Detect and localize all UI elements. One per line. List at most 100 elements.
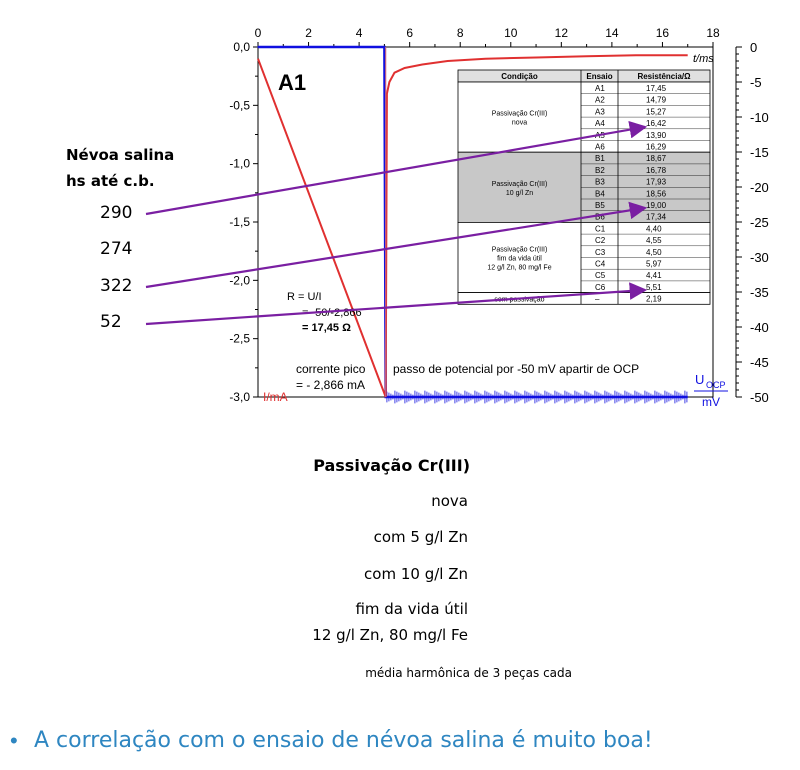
table-cell-resistance: 17,34	[646, 213, 667, 222]
x-tick-label: 10	[504, 26, 518, 40]
y-right-tick-label: -5	[750, 75, 762, 90]
table-cell-sample: B5	[595, 201, 605, 210]
table-cell-sample: B4	[595, 189, 605, 198]
table-condition: 12 g/l Zn, 80 mg/l Fe	[487, 265, 551, 272]
salt-arrow	[145, 282, 648, 326]
table-cell-resistance: 4,41	[646, 271, 662, 280]
y-right-tick-label: -20	[750, 180, 769, 195]
resistance-table: Condição Ensaio Resistência/Ω Passivação Cr…	[457, 69, 711, 305]
y-right-tick-label: -35	[750, 285, 769, 300]
table-cell-sample: B3	[595, 178, 605, 187]
salt-arrow	[145, 120, 648, 216]
table-cell-resistance: 5,97	[646, 260, 662, 269]
table-cell-sample: –	[595, 295, 600, 304]
x-tick-label: 2	[305, 26, 312, 40]
table-cell-resistance: 19,00	[646, 201, 667, 210]
salt-value-2: 274	[100, 239, 133, 259]
x-tick-label: 16	[656, 26, 670, 40]
table-cell-sample: B6	[595, 213, 605, 222]
legend-item-10zn: com 10 g/l Zn	[364, 565, 468, 583]
table-header: Ensaio	[586, 72, 612, 81]
x-tick-label: 6	[406, 26, 413, 40]
table-cell-resistance: 4,55	[646, 236, 662, 245]
annot-peak-2: = - 2,866 mA	[296, 378, 365, 392]
y-right-tick-label: -30	[750, 250, 769, 265]
table-condition: Passivação Cr(III)	[492, 111, 548, 118]
annot-peak-1: corrente pico	[296, 362, 366, 376]
conclusion-bullet: A correlação com o ensaio de névoa salin…	[34, 728, 653, 753]
legend-title: Passivação Cr(III)	[313, 456, 470, 475]
table-condition: Passivação Cr(III)	[492, 181, 548, 188]
table-condition: Passivação Cr(III)	[492, 247, 548, 254]
chart: 0 2 4 6 8 10 12 14 16 18 t/ms 0,0 -0,5 -1,0 -1,5 -2,0 -2…	[145, 26, 769, 409]
table-cell-sample: C4	[595, 260, 606, 269]
panel-label: A1	[278, 70, 306, 95]
y-right-label-unit: mV	[702, 395, 720, 409]
table-cell-resistance: 2,19	[646, 295, 662, 304]
table-header: Resistência/Ω	[637, 72, 691, 81]
table-cell-sample: C5	[595, 271, 606, 280]
table-condition: fim da vida útil	[497, 256, 542, 263]
y-right-tick-label: 0	[750, 40, 757, 55]
table-cell-resistance: 4,50	[646, 248, 662, 257]
y-right-label-main: U	[695, 372, 704, 387]
annot-formula-3: = 17,45 Ω	[302, 322, 351, 334]
salt-value-3: 322	[100, 276, 133, 296]
x-tick-label: 4	[356, 26, 363, 40]
table-condition: nova	[512, 120, 527, 127]
y-left-tick-label: -1,5	[229, 215, 250, 229]
table-cell-resistance: 14,79	[646, 96, 667, 105]
x-tick-label: 12	[555, 26, 569, 40]
table-cell-sample: A4	[595, 119, 605, 128]
x-tick-label: 8	[457, 26, 464, 40]
salt-value-1: 290	[100, 203, 133, 223]
table-cell-resistance: 17,93	[646, 178, 667, 187]
y-left-tick-label: -1,0	[229, 157, 250, 171]
axes: 0 2 4 6 8 10 12 14 16 18 t/ms 0,0 -0,5 -1,0 -1,5 -2,0 -2…	[229, 26, 768, 409]
table-cell-resistance: 5,51	[646, 283, 662, 292]
series-current-line	[257, 54, 688, 398]
table-cell-sample: B2	[595, 166, 605, 175]
table-cell-sample: C1	[595, 224, 606, 233]
table-cell-sample: C6	[595, 283, 606, 292]
table-cell-resistance: 4,40	[646, 224, 662, 233]
y-left-tick-label: -2,0	[229, 273, 250, 287]
table-cell-resistance: 17,45	[646, 84, 667, 93]
y-left-tick-label: -2,5	[229, 332, 250, 346]
table-cell-resistance: 16,42	[646, 119, 667, 128]
bullet-dot-icon: •	[10, 728, 18, 753]
series-ocp-noise	[257, 46, 688, 404]
y-right-tick-label: -50	[750, 390, 769, 405]
salt-spray-title: Névoa salina hs até c.b.	[66, 142, 174, 194]
y-right-label-sub: OCP	[706, 380, 726, 390]
y-right-tick-label: -45	[750, 355, 769, 370]
table-cell-sample: B1	[595, 154, 605, 163]
legend-item-12zn-fe: 12 g/l Zn, 80 mg/l Fe	[312, 626, 468, 644]
table-cell-sample: A3	[595, 107, 605, 116]
salt-arrow	[145, 201, 648, 289]
salt-spray-title-line1: Névoa salina	[66, 146, 175, 164]
table-cell-sample: A1	[595, 84, 605, 93]
y-right-tick-label: -15	[750, 145, 769, 160]
y-left-tick-label: -3,0	[229, 390, 250, 404]
x-tick-label: 0	[255, 26, 262, 40]
table-cell-resistance: 16,78	[646, 166, 667, 175]
legend-note: média harmônica de 3 peças cada	[365, 666, 572, 680]
table-cell-sample: C3	[595, 248, 606, 257]
table-condition: sem passivação	[494, 296, 544, 303]
table-cell-sample: A6	[595, 143, 605, 152]
table-condition: 10 g/l Zn	[506, 190, 533, 197]
table-cell-sample: C2	[595, 236, 606, 245]
y-left-tick-label: -0,5	[229, 98, 250, 112]
salt-spray-title-line2: hs até c.b.	[66, 172, 155, 190]
table-group-bg	[457, 292, 711, 305]
y-right-tick-label: -40	[750, 320, 769, 335]
table-cell-resistance: 16,29	[646, 143, 667, 152]
annot-formula-1: R = U/I	[287, 291, 322, 303]
table-cell-resistance: 13,90	[646, 131, 667, 140]
y-right-tick-label: -10	[750, 110, 769, 125]
y-left-tick-label: 0,0	[233, 40, 250, 54]
table-cell-resistance: 18,56	[646, 189, 667, 198]
table-cell-resistance: 15,27	[646, 107, 667, 116]
